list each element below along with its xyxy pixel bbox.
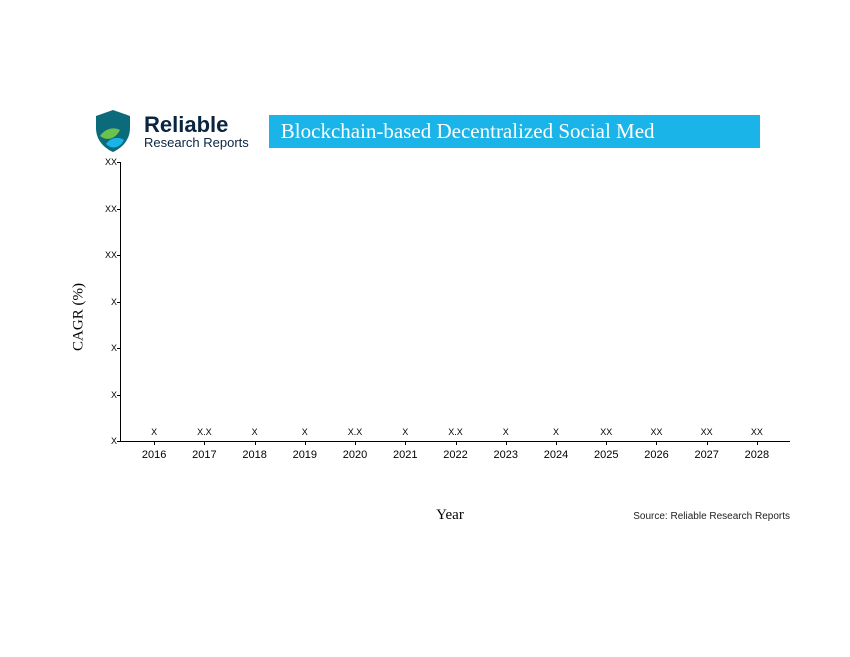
x-tick-label: 2016 xyxy=(142,449,166,461)
x-tick-label: 2028 xyxy=(745,449,769,461)
y-tick-mark xyxy=(117,395,121,396)
bar-value-label: XX xyxy=(751,427,763,437)
logo-block: Reliable Research Reports xyxy=(90,108,249,154)
x-tick-label: 2027 xyxy=(694,449,718,461)
bar-value-label: XX xyxy=(701,427,713,437)
x-tick-mark xyxy=(707,441,708,445)
y-tick-label: XX xyxy=(91,204,117,214)
chart-container: Reliable Research Reports Blockchain-bas… xyxy=(30,100,820,530)
source-label: Source: Reliable Research Reports xyxy=(633,511,790,522)
y-tick-mark xyxy=(117,441,121,442)
brand-main: Reliable xyxy=(144,114,249,136)
x-tick-label: 2025 xyxy=(594,449,618,461)
x-tick-mark xyxy=(154,441,155,445)
bar-value-label: X xyxy=(402,427,408,437)
x-tick-mark xyxy=(204,441,205,445)
chart-area: CAGR (%) X2016X.X2017X2018X2019X.X2020X2… xyxy=(100,162,800,472)
x-tick-mark xyxy=(757,441,758,445)
y-tick-mark xyxy=(117,162,121,163)
bar-value-label: X xyxy=(302,427,308,437)
bar-value-label: XX xyxy=(600,427,612,437)
x-tick-label: 2020 xyxy=(343,449,367,461)
x-tick-label: 2019 xyxy=(293,449,317,461)
x-tick-mark xyxy=(656,441,657,445)
y-tick-label: X xyxy=(91,436,117,446)
bar-value-label: X.X xyxy=(448,427,463,437)
brand-sub: Research Reports xyxy=(144,136,249,149)
x-tick-mark xyxy=(606,441,607,445)
bar-value-label: X.X xyxy=(197,427,212,437)
y-tick-label: XX xyxy=(91,157,117,167)
y-tick-mark xyxy=(117,255,121,256)
chart-title: Blockchain-based Decentralized Social Me… xyxy=(269,115,760,148)
x-tick-mark xyxy=(456,441,457,445)
header-row: Reliable Research Reports Blockchain-bas… xyxy=(30,100,820,162)
x-tick-label: 2022 xyxy=(443,449,467,461)
bar-value-label: X xyxy=(151,427,157,437)
plot-region: X2016X.X2017X2018X2019X.X2020X2021X.X202… xyxy=(120,162,790,442)
bar-value-label: X xyxy=(503,427,509,437)
y-tick-mark xyxy=(117,209,121,210)
x-tick-label: 2017 xyxy=(192,449,216,461)
brand-text: Reliable Research Reports xyxy=(144,114,249,149)
bar-value-label: X xyxy=(553,427,559,437)
x-tick-label: 2023 xyxy=(494,449,518,461)
logo-icon xyxy=(90,108,136,154)
bar-value-label: X xyxy=(252,427,258,437)
x-tick-mark xyxy=(305,441,306,445)
y-axis-label: CAGR (%) xyxy=(70,283,87,351)
y-tick-label: XX xyxy=(91,250,117,260)
x-axis-label: Year xyxy=(436,507,464,524)
x-tick-label: 2021 xyxy=(393,449,417,461)
bar-value-label: XX xyxy=(650,427,662,437)
y-tick-label: X xyxy=(91,390,117,400)
y-tick-label: X xyxy=(91,297,117,307)
y-tick-mark xyxy=(117,348,121,349)
y-tick-label: X xyxy=(91,343,117,353)
bar-value-label: X.X xyxy=(348,427,363,437)
x-tick-label: 2026 xyxy=(644,449,668,461)
x-tick-mark xyxy=(506,441,507,445)
bars-group: X2016X.X2017X2018X2019X.X2020X2021X.X202… xyxy=(121,162,790,441)
x-tick-label: 2024 xyxy=(544,449,568,461)
x-tick-mark xyxy=(405,441,406,445)
x-tick-label: 2018 xyxy=(242,449,266,461)
y-tick-mark xyxy=(117,302,121,303)
x-tick-mark xyxy=(556,441,557,445)
x-tick-mark xyxy=(355,441,356,445)
x-tick-mark xyxy=(255,441,256,445)
